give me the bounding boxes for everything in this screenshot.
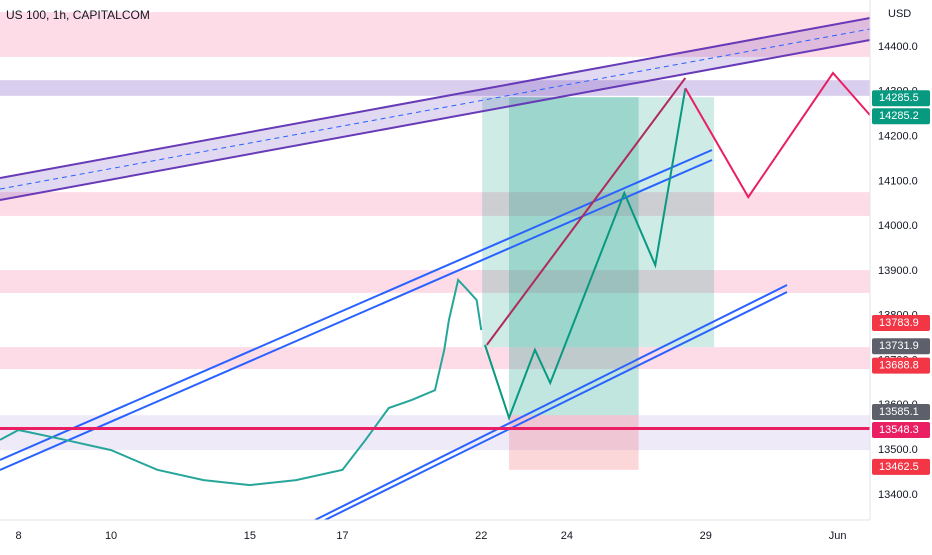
y-tick-label: 14400.0 bbox=[878, 41, 918, 53]
marks bbox=[0, 71, 871, 487]
price-label-box bbox=[872, 404, 930, 421]
price-label: 14285.5 bbox=[879, 92, 919, 104]
price-label: 13585.1 bbox=[879, 406, 919, 418]
price-label: 14285.2 bbox=[879, 110, 919, 122]
chart-title: US 100, 1h, CAPITALCOM bbox=[6, 8, 150, 22]
price-label: 13548.3 bbox=[879, 424, 919, 436]
channel-line bbox=[324, 291, 788, 521]
projection-path bbox=[684, 71, 871, 199]
price-label: 13783.9 bbox=[879, 317, 919, 329]
projection-path bbox=[484, 88, 687, 421]
price-label-box bbox=[872, 458, 930, 475]
x-tick-label: 24 bbox=[561, 530, 573, 542]
price-label-box bbox=[872, 108, 930, 125]
x-tick-label: 29 bbox=[700, 530, 712, 542]
price-label: 13688.8 bbox=[879, 359, 919, 371]
x-tick-label: Jun bbox=[829, 530, 847, 542]
y-tick-label: 14200.0 bbox=[878, 131, 918, 143]
y-tick-label: 14000.0 bbox=[878, 220, 918, 232]
price-label-box bbox=[872, 338, 930, 355]
zone bbox=[0, 192, 870, 216]
zone bbox=[0, 415, 870, 451]
x-tick-label: 17 bbox=[336, 530, 348, 542]
axes: 13400.013500.013600.013700.013800.013900… bbox=[15, 41, 930, 542]
price-label-box bbox=[872, 357, 930, 374]
channel-line bbox=[314, 284, 788, 521]
projection-path bbox=[486, 77, 687, 346]
x-tick-label: 22 bbox=[475, 530, 487, 542]
x-axis-panel bbox=[0, 520, 870, 550]
price-label-box bbox=[872, 314, 930, 331]
position-box bbox=[482, 97, 715, 348]
price-line bbox=[0, 277, 483, 487]
zone bbox=[0, 347, 870, 370]
zone bbox=[0, 80, 870, 96]
channel-mid bbox=[0, 28, 871, 190]
x-tick-label: 10 bbox=[105, 530, 117, 542]
price-label: 13462.5 bbox=[879, 461, 919, 473]
y-tick-label: 13400.0 bbox=[878, 489, 918, 501]
channel-line bbox=[0, 17, 871, 179]
price-label-box bbox=[872, 90, 930, 107]
channels bbox=[0, 17, 871, 521]
channel-line bbox=[0, 39, 871, 201]
zone bbox=[0, 12, 870, 57]
y-tick-label: 13900.0 bbox=[878, 265, 918, 277]
y-tick-label: 14100.0 bbox=[878, 175, 918, 187]
y-unit: USD bbox=[888, 8, 911, 20]
position-box bbox=[509, 415, 639, 470]
y-tick-label: 13500.0 bbox=[878, 444, 918, 456]
x-tick-label: 15 bbox=[244, 530, 256, 542]
zones bbox=[0, 12, 870, 470]
channel-line bbox=[0, 159, 713, 471]
price-label: 13731.9 bbox=[879, 340, 919, 352]
price-label-box bbox=[872, 422, 930, 439]
x-tick-label: 8 bbox=[15, 530, 21, 542]
